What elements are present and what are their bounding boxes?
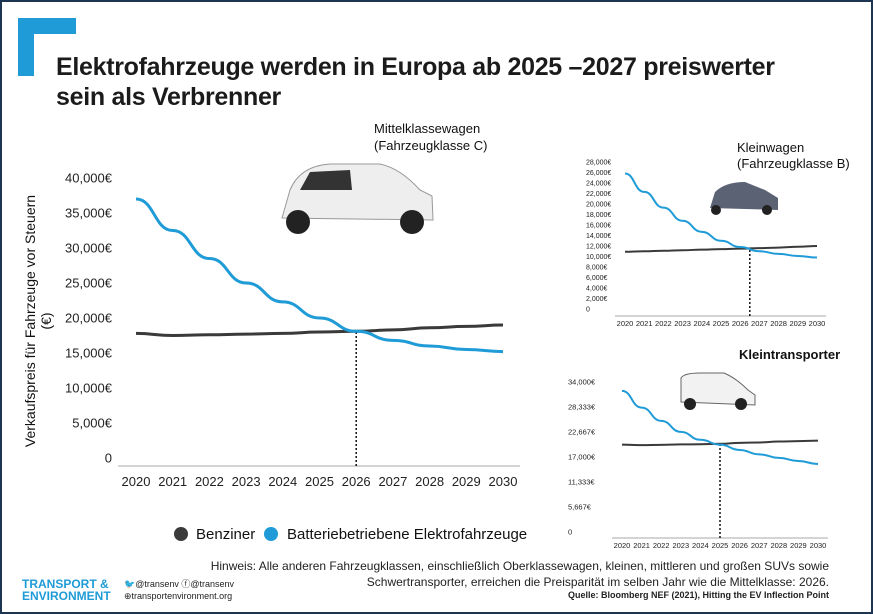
chart-b-title-line2: (Fahrzeugklasse B) bbox=[737, 156, 850, 171]
x-tick-label: 2020 bbox=[617, 319, 634, 328]
logo-line1: TRANSPORT & bbox=[22, 577, 109, 591]
y-tick-label: 14,000€ bbox=[586, 233, 611, 240]
chart-van-title: Kleintransporter bbox=[739, 347, 841, 362]
facebook-link[interactable]: ⓕ@transenv bbox=[181, 579, 235, 589]
chart-b-title-line1: Kleinwagen bbox=[737, 140, 805, 155]
y-tick-label: 20,000€ bbox=[586, 201, 611, 208]
x-tick-label: 2026 bbox=[342, 474, 371, 489]
source: Quelle: Bloomberg NEF (2021), Hitting th… bbox=[567, 590, 829, 600]
x-tick-label: 2028 bbox=[770, 541, 787, 550]
x-tick-label: 2024 bbox=[692, 541, 709, 550]
legend-ev: Batteriebetriebene Elektrofahrzeuge bbox=[287, 526, 528, 543]
x-tick-label: 2020 bbox=[122, 474, 151, 489]
y-tick-label: 0 bbox=[568, 528, 572, 537]
y-tick-label: 0 bbox=[105, 451, 112, 466]
x-tick-label: 2028 bbox=[415, 474, 444, 489]
x-tick-label: 2029 bbox=[452, 474, 481, 489]
x-tick-label: 2023 bbox=[674, 319, 691, 328]
y-tick-label: 22,000€ bbox=[586, 191, 611, 198]
note-line2: Schwertransporter, erreichen die Preispa… bbox=[366, 575, 829, 589]
y-tick-label: 16,000€ bbox=[586, 222, 611, 229]
x-tick-label: 2021 bbox=[636, 319, 653, 328]
x-tick-label: 2026 bbox=[731, 541, 748, 550]
x-tick-label: 2022 bbox=[655, 319, 672, 328]
x-tick-label: 2025 bbox=[305, 474, 334, 489]
car-c-image bbox=[281, 163, 434, 234]
y-tick-label: 24,000€ bbox=[586, 180, 611, 187]
x-tick-label: 2027 bbox=[751, 541, 768, 550]
x-tick-label: 2029 bbox=[790, 541, 807, 550]
x-tick-label: 2028 bbox=[770, 319, 787, 328]
x-tick-label: 2030 bbox=[810, 541, 827, 550]
x-tick-label: 2025 bbox=[713, 319, 730, 328]
chart-title-line2: (Fahrzeugklasse C) bbox=[374, 138, 488, 153]
y-tick-label: 18,000€ bbox=[586, 212, 611, 219]
y-tick-label: 11,333€ bbox=[568, 478, 595, 487]
benziner-line bbox=[624, 245, 818, 253]
y-tick-label: 20,000€ bbox=[65, 311, 113, 326]
corner-accent bbox=[18, 18, 76, 76]
x-tick-label: 2029 bbox=[789, 319, 806, 328]
legend-benziner-marker bbox=[174, 527, 188, 541]
car-b-image bbox=[710, 182, 778, 215]
y-tick-label: 10,000€ bbox=[586, 254, 611, 261]
x-tick-label: 2020 bbox=[614, 541, 631, 550]
y-tick-label: 17,000€ bbox=[568, 453, 596, 462]
note: Hinweis: Alle anderen Fahrzeugklassen, e… bbox=[211, 558, 829, 590]
ev-line bbox=[624, 172, 818, 259]
x-tick-label: 2023 bbox=[672, 541, 689, 550]
y-tick-label: 4,000€ bbox=[586, 285, 608, 292]
x-tick-label: 2025 bbox=[712, 541, 729, 550]
benziner-line bbox=[135, 323, 504, 338]
ev-line bbox=[621, 389, 819, 466]
logo-line2: ENVIRONMENT bbox=[22, 589, 111, 603]
x-tick-label: 2021 bbox=[633, 541, 650, 550]
note-line1: Hinweis: Alle anderen Fahrzeugklassen, e… bbox=[210, 559, 829, 573]
legend-benziner: Benziner bbox=[196, 526, 256, 543]
x-tick-label: 2023 bbox=[232, 474, 261, 489]
y-tick-label: 8,000€ bbox=[586, 264, 608, 271]
y-tick-label: 26,000€ bbox=[586, 170, 611, 177]
x-tick-label: 2030 bbox=[489, 474, 518, 489]
x-tick-label: 2022 bbox=[653, 541, 670, 550]
x-tick-label: 2021 bbox=[158, 474, 187, 489]
chart-title-line1: Mittelklassewagen bbox=[374, 121, 481, 136]
page-title: Elektrofahrzeuge werden in Europa ab 202… bbox=[56, 53, 775, 111]
y-tick-label: 12,000€ bbox=[586, 243, 611, 250]
legend-ev-marker bbox=[264, 527, 278, 541]
y-tick-label: 34,000€ bbox=[568, 378, 596, 387]
van-image bbox=[680, 372, 756, 410]
y-tick-label: 40,000€ bbox=[65, 171, 113, 186]
y-tick-label: 15,000€ bbox=[65, 346, 113, 361]
x-tick-label: 2027 bbox=[751, 319, 768, 328]
y-tick-label: 28,333€ bbox=[568, 403, 596, 412]
y-tick-label: 2,000€ bbox=[586, 296, 608, 303]
y-tick-label: 35,000€ bbox=[65, 206, 113, 221]
social-links: 🐦@transenv ⓕ@transenv ⊕transportenvironm… bbox=[124, 578, 234, 602]
x-tick-label: 2022 bbox=[195, 474, 224, 489]
y-tick-label: 25,000€ bbox=[65, 276, 113, 291]
y-tick-label: 0 bbox=[586, 306, 590, 313]
y-tick-label: 5,667€ bbox=[568, 503, 592, 512]
x-tick-label: 2026 bbox=[732, 319, 749, 328]
web-link[interactable]: ⊕transportenvironment.org bbox=[124, 591, 233, 601]
x-tick-label: 2027 bbox=[378, 474, 407, 489]
y-tick-label: 10,000€ bbox=[65, 381, 113, 396]
ev-line bbox=[135, 197, 504, 354]
y-tick-label: 5,000€ bbox=[72, 416, 113, 431]
x-tick-label: 2024 bbox=[268, 474, 297, 489]
x-tick-label: 2030 bbox=[809, 319, 826, 328]
y-tick-label: 22,667€ bbox=[568, 428, 596, 437]
y-tick-label: 6,000€ bbox=[586, 275, 608, 282]
twitter-link[interactable]: 🐦@transenv bbox=[124, 579, 179, 589]
logo: TRANSPORT & ENVIRONMENT bbox=[22, 578, 111, 602]
y-tick-label: 30,000€ bbox=[65, 241, 113, 256]
x-tick-label: 2024 bbox=[693, 319, 710, 328]
y-tick-label: 28,000€ bbox=[586, 159, 611, 166]
